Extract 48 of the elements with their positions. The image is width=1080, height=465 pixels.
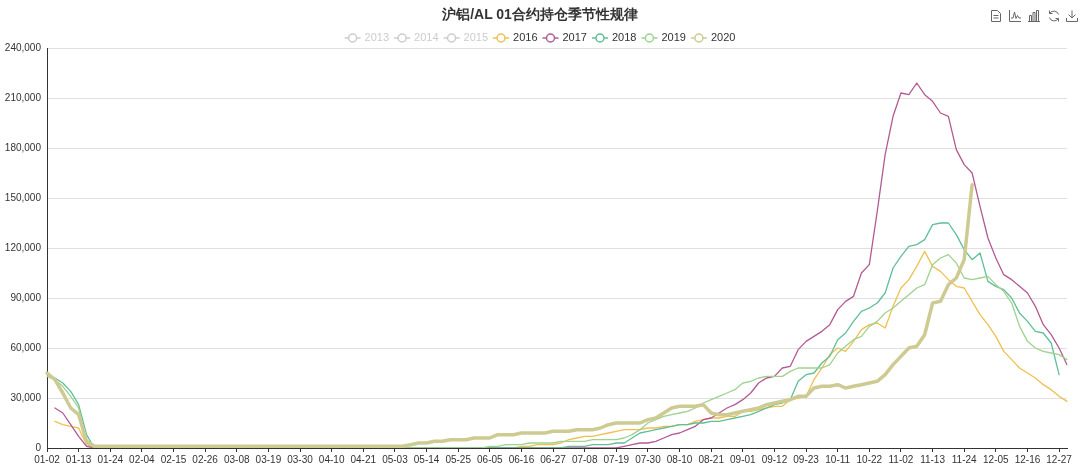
x-tick-label: 08-10 bbox=[666, 453, 693, 465]
x-tick-label: 03-08 bbox=[223, 453, 250, 465]
x-tick-label: 12-16 bbox=[1014, 453, 1041, 465]
x-tick-label: 05-25 bbox=[445, 453, 472, 465]
x-tick-label: 07-30 bbox=[635, 453, 662, 465]
x-tick-label: 04-21 bbox=[350, 453, 377, 465]
y-tick-label: 180,000 bbox=[4, 141, 42, 153]
chart-title: 沪铝/AL 01合约持仓季节性规律 bbox=[441, 5, 638, 22]
x-tick-label: 05-03 bbox=[382, 453, 409, 465]
x-tick-label: 05-14 bbox=[413, 453, 440, 465]
x-tick-label: 01-02 bbox=[34, 453, 61, 465]
x-tick-label: 11-13 bbox=[920, 453, 946, 465]
x-tick-label: 03-30 bbox=[287, 453, 314, 465]
x-tick-label: 02-15 bbox=[160, 453, 187, 465]
x-tick-label: 04-10 bbox=[318, 453, 345, 465]
y-tick-label: 210,000 bbox=[4, 91, 42, 103]
y-tick-label: 120,000 bbox=[4, 241, 42, 253]
y-tick-label: 0 bbox=[35, 441, 42, 453]
x-tick-label: 01-24 bbox=[97, 453, 124, 465]
x-tick-label: 09-01 bbox=[730, 453, 757, 465]
x-tick-label: 09-12 bbox=[761, 453, 788, 465]
legend-label: 2017 bbox=[562, 31, 587, 44]
x-tick-label: 02-04 bbox=[129, 453, 156, 465]
x-tick-label: 12-05 bbox=[983, 453, 1010, 465]
x-tick-label: 11-02 bbox=[888, 453, 914, 465]
y-tick-label: 30,000 bbox=[10, 391, 42, 403]
x-tick-label: 12-27 bbox=[1046, 453, 1073, 465]
x-tick-label: 09-23 bbox=[793, 453, 820, 465]
legend-label: 2018 bbox=[611, 31, 637, 44]
x-tick-label: 07-08 bbox=[571, 453, 598, 465]
x-tick-label: 10-11 bbox=[825, 453, 851, 465]
legend-label: 2019 bbox=[661, 31, 686, 44]
x-tick-label: 08-21 bbox=[698, 453, 725, 465]
y-tick-label: 150,000 bbox=[4, 191, 42, 203]
x-tick-label: 03-19 bbox=[255, 453, 282, 465]
x-tick-label: 11-24 bbox=[951, 453, 978, 465]
x-tick-label: 02-26 bbox=[192, 453, 219, 465]
y-tick-label: 90,000 bbox=[10, 291, 42, 303]
x-tick-label: 06-05 bbox=[477, 453, 504, 465]
legend-label: 2016 bbox=[513, 31, 538, 44]
y-tick-label: 60,000 bbox=[10, 341, 42, 353]
x-tick-label: 06-16 bbox=[508, 453, 535, 465]
x-tick-label: 07-19 bbox=[603, 453, 630, 465]
x-tick-label: 10-22 bbox=[856, 453, 883, 465]
x-tick-label: 06-27 bbox=[540, 453, 567, 465]
x-tick-label: 01-13 bbox=[65, 453, 92, 465]
y-tick-label: 240,000 bbox=[4, 41, 42, 53]
legend-label: 2020 bbox=[710, 31, 736, 44]
